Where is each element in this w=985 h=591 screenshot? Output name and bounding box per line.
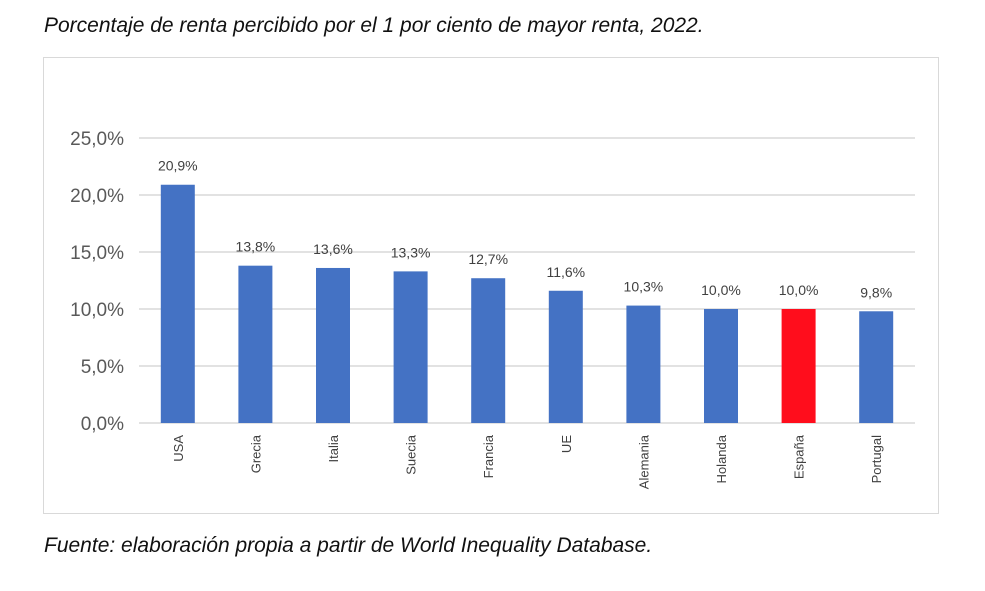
source-note: Fuente: elaboración propia a partir de W… — [44, 534, 653, 557]
bar-usa — [160, 184, 195, 423]
y-tick-label: 20,0% — [70, 186, 124, 207]
data-label: 13,3% — [391, 244, 431, 260]
y-tick-label: 0,0% — [81, 414, 124, 435]
data-label: 9,8% — [860, 284, 892, 300]
y-tick-label: 25,0% — [70, 129, 124, 150]
data-label: 10,0% — [701, 282, 741, 298]
chart-frame — [43, 57, 939, 514]
x-tick-label: UE — [559, 435, 574, 453]
x-tick-label: Grecia — [248, 434, 263, 473]
x-tick-label: Holanda — [714, 434, 729, 483]
bar-ue — [548, 290, 583, 423]
data-label: 11,6% — [546, 264, 585, 280]
bar-italia — [316, 267, 350, 423]
x-tick-label: Suecia — [404, 434, 419, 475]
y-tick-label: 5,0% — [81, 357, 124, 378]
data-label: 13,8% — [236, 239, 276, 255]
bar-españa — [781, 309, 816, 423]
x-tick-label: Alemania — [636, 434, 651, 489]
x-tick-label: USA — [171, 435, 186, 462]
data-label: 10,3% — [624, 279, 664, 295]
bar-francia — [471, 278, 506, 423]
x-tick-label: Portugal — [869, 435, 884, 484]
x-tick-label: Francia — [481, 434, 496, 478]
bar-grecia — [238, 265, 273, 423]
bar-suecia — [393, 271, 428, 423]
bar-holanda — [704, 309, 738, 423]
data-label: 12,7% — [468, 251, 508, 267]
x-tick-label: Italia — [326, 434, 341, 462]
chart-title: Porcentaje de renta percibido por el 1 p… — [44, 14, 704, 37]
y-tick-label: 10,0% — [70, 300, 124, 321]
y-tick-label: 15,0% — [70, 243, 124, 264]
bar-portugal — [859, 311, 894, 423]
x-tick-label: España — [792, 434, 807, 479]
data-label: 10,0% — [779, 282, 819, 298]
data-label: 20,9% — [158, 158, 198, 174]
data-label: 13,6% — [313, 241, 353, 257]
bar-alemania — [626, 305, 661, 423]
